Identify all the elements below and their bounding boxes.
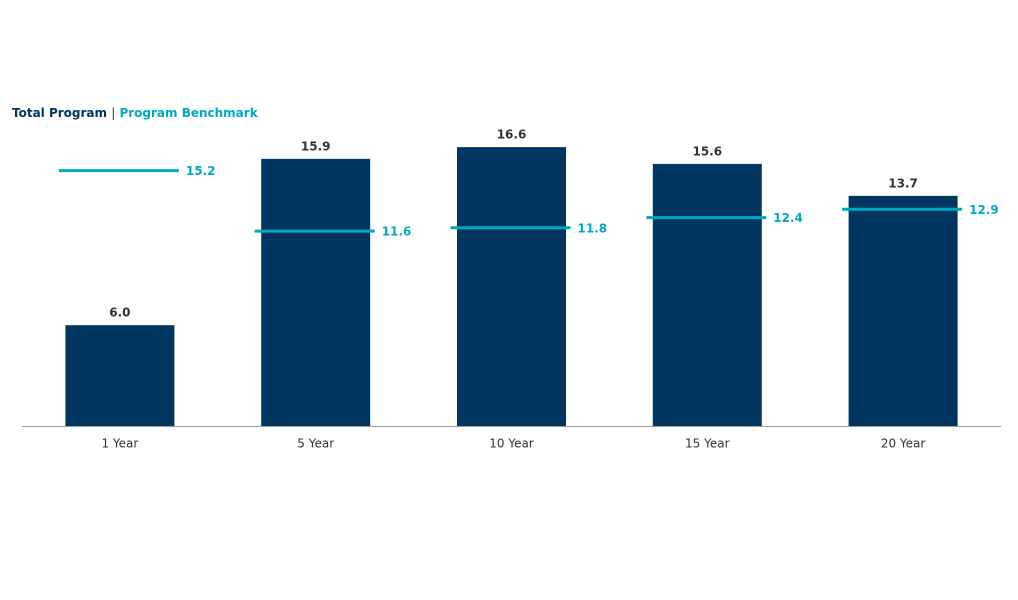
benchmark-value-label: 12.9 [969,203,999,217]
bar-value-label: 16.6 [497,128,527,142]
bar-value-label: 6.0 [109,306,130,320]
benchmark-value-label: 12.4 [773,211,803,225]
x-tick-label: 10 Year [489,437,534,451]
bar-value-label: 15.9 [301,139,331,153]
benchmark-value-label: 15.2 [186,164,216,178]
bar [65,325,175,426]
bar [848,195,958,426]
bar [457,147,566,426]
bar [652,163,762,427]
x-tick-label: 1 Year [101,437,138,451]
bar-value-label: 13.7 [888,176,918,190]
bar-value-label: 15.6 [692,144,722,158]
bar [261,158,371,426]
benchmark-value-label: 11.6 [382,225,412,239]
legend-entry: Total Program [12,106,107,120]
x-tick-label: 15 Year [685,437,730,451]
benchmark-value-label: 11.8 [578,221,608,235]
x-tick-label: 20 Year [881,437,926,451]
x-tick-label: 5 Year [297,437,334,451]
legend-separator: | [111,106,115,120]
legend-entry: Program Benchmark [119,106,258,120]
legend: Total Program | Program Benchmark [12,106,259,120]
